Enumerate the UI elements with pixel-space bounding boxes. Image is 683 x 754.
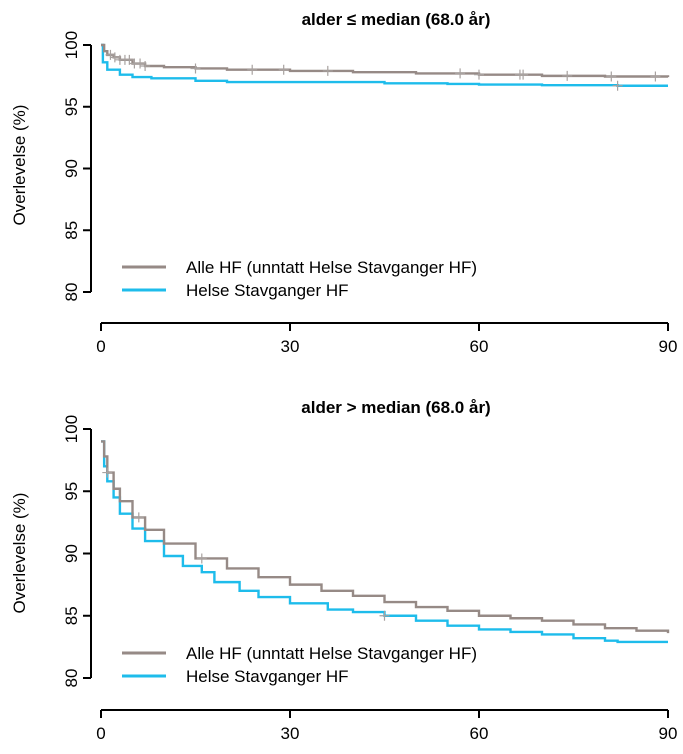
censor-mark bbox=[474, 69, 484, 80]
x-axis: 0 30 60 90 bbox=[96, 709, 678, 743]
x-tick-label: 30 bbox=[281, 337, 300, 356]
series-lines bbox=[101, 440, 670, 644]
y-tick-label: 100 bbox=[62, 415, 81, 443]
x-tick-label: 90 bbox=[659, 337, 678, 356]
y-axis: 80 85 90 95 100 bbox=[62, 31, 92, 302]
series-line bbox=[101, 440, 670, 634]
y-axis: 80 85 90 95 100 bbox=[62, 415, 92, 688]
y-tick-label: 85 bbox=[62, 606, 81, 625]
x-axis: 0 30 60 90 bbox=[96, 322, 678, 356]
x-tick-label: 0 bbox=[96, 337, 105, 356]
censor-mark bbox=[650, 71, 661, 82]
y-tick-label: 95 bbox=[62, 97, 81, 116]
censor-mark bbox=[190, 63, 201, 74]
legend: Alle HF (unntatt Helse Stavganger HF) Hel… bbox=[122, 644, 477, 686]
x-tick-label: 90 bbox=[659, 724, 678, 743]
legend-label: Helse Stavganger HF bbox=[186, 667, 349, 686]
censor-mark bbox=[133, 512, 144, 523]
x-tick-label: 30 bbox=[281, 724, 300, 743]
legend-label: Helse Stavganger HF bbox=[186, 281, 349, 300]
legend-label: Alle HF (unntatt Helse Stavganger HF) bbox=[186, 258, 477, 277]
y-axis-label: Overlevelse (%) bbox=[10, 493, 29, 614]
censor-mark bbox=[562, 70, 573, 81]
y-tick-label: 90 bbox=[62, 544, 81, 563]
censor-mark bbox=[322, 65, 333, 76]
series-line bbox=[101, 43, 670, 78]
censor-mark bbox=[278, 64, 289, 75]
series-lines bbox=[101, 43, 670, 91]
censor-mark bbox=[247, 64, 258, 75]
y-tick-label: 95 bbox=[62, 482, 81, 501]
y-tick-label: 85 bbox=[62, 221, 81, 240]
series-line bbox=[101, 43, 668, 87]
censor-mark bbox=[518, 69, 529, 80]
censor-mark bbox=[379, 610, 390, 621]
legend-label: Alle HF (unntatt Helse Stavganger HF) bbox=[186, 644, 477, 663]
panel-top: alder ≤ median (68.0 år) Overlevelse (%)… bbox=[10, 10, 677, 356]
chart-title: alder ≤ median (68.0 år) bbox=[302, 10, 491, 29]
series-line bbox=[101, 440, 668, 644]
y-tick-label: 80 bbox=[62, 669, 81, 688]
censor-mark bbox=[196, 553, 207, 564]
censor-mark bbox=[105, 49, 116, 60]
y-axis-label: Overlevelse (%) bbox=[10, 105, 29, 226]
censor-mark bbox=[109, 52, 120, 63]
censor-mark bbox=[606, 71, 617, 82]
censor-mark bbox=[135, 58, 146, 69]
censor-mark bbox=[612, 80, 623, 91]
censor-mark bbox=[102, 467, 113, 478]
y-tick-label: 100 bbox=[62, 31, 81, 59]
y-tick-label: 90 bbox=[62, 159, 81, 178]
panel-bottom: alder > median (68.0 år) Overlevelse (%)… bbox=[10, 398, 677, 743]
legend: Alle HF (unntatt Helse Stavganger HF) Hel… bbox=[122, 258, 477, 300]
chart-title: alder > median (68.0 år) bbox=[301, 398, 490, 417]
x-tick-label: 0 bbox=[96, 724, 105, 743]
censor-mark bbox=[124, 54, 135, 65]
x-tick-label: 60 bbox=[470, 337, 489, 356]
censor-mark bbox=[455, 68, 466, 79]
x-tick-label: 60 bbox=[470, 724, 489, 743]
censor-mark bbox=[140, 60, 151, 71]
y-tick-label: 80 bbox=[62, 283, 81, 302]
